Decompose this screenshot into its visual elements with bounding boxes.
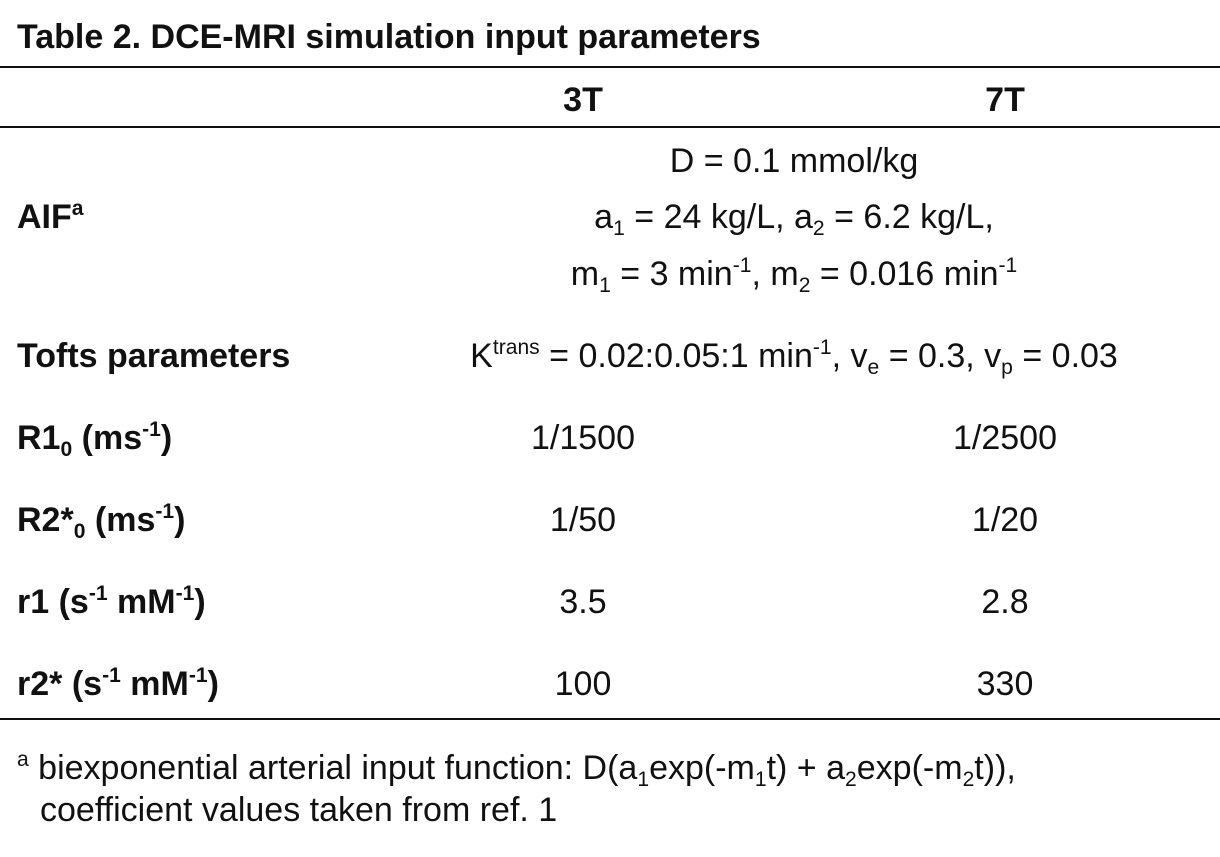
subscript: 1: [613, 217, 625, 241]
top-rule: [0, 66, 1220, 68]
cell-value: 3.5: [559, 583, 607, 621]
cell-value: 1/20: [971, 501, 1039, 539]
text-run: t) + a: [766, 749, 846, 787]
text-run: exp(-m: [856, 749, 963, 787]
subscript: 1: [754, 768, 767, 792]
column-header: 3T: [563, 81, 603, 119]
text-run: mM: [120, 665, 189, 703]
text-run: (ms: [85, 501, 156, 539]
row-label: AIFa: [17, 195, 417, 239]
subscript: 2: [812, 217, 825, 241]
shared-value: Ktrans = 0.02:0.05:1 min-1, ve = 0.3, vp…: [394, 334, 1194, 380]
text-run: r1 (s: [17, 583, 89, 621]
header-rule: [0, 126, 1220, 128]
text-run: a: [594, 198, 614, 236]
text-run: K: [470, 337, 493, 375]
text-run: = 0.02:0.05:1 min: [539, 337, 813, 375]
text-run: mM: [107, 583, 176, 621]
text-run: = 6.2 kg/L,: [824, 198, 994, 236]
text-run: R2*: [17, 501, 74, 539]
superscript: -1: [732, 253, 752, 277]
row-label: R10 (ms-1): [17, 416, 417, 462]
text-run: m: [570, 254, 600, 293]
superscript: -1: [175, 582, 195, 606]
subscript: 2: [845, 768, 857, 792]
text-run: ): [194, 583, 206, 621]
bottom-rule: [0, 718, 1220, 720]
cell-value: 1/1500: [531, 419, 635, 457]
text-run: t)),: [974, 749, 1016, 787]
shared-value: D = 0.1 mmol/kg: [394, 139, 1194, 183]
text-run: = 3 min: [610, 254, 733, 293]
superscript: -1: [88, 582, 108, 606]
text-run: (ms: [72, 419, 143, 457]
footnote: a biexponential arterial input function:…: [17, 746, 1197, 792]
footnote: coefficient values taken from ref. 1: [40, 788, 1220, 832]
superscript: -1: [188, 664, 208, 688]
superscript: -1: [102, 664, 121, 688]
subscript: 1: [637, 768, 650, 792]
cell-value: 100: [554, 665, 612, 703]
text-run: ): [207, 665, 219, 703]
subscript: 1: [599, 273, 611, 297]
text-run: = 0.03: [1012, 337, 1118, 375]
row-label: Tofts parameters: [17, 334, 417, 378]
subscript: 0: [73, 520, 86, 544]
shared-value: a1 = 24 kg/L, a2 = 6.2 kg/L,: [394, 195, 1194, 241]
superscript: -1: [998, 253, 1018, 277]
text-run: exp(-m: [649, 749, 755, 787]
superscript: a: [71, 197, 84, 221]
shared-value: m1 = 3 min-1, m2 = 0.016 min-1: [394, 252, 1194, 297]
text-run: ): [174, 501, 186, 539]
text-run: Tofts parameters: [17, 337, 291, 375]
subscript: p: [1001, 356, 1013, 380]
text-run: = 0.3, v: [879, 337, 1002, 375]
superscript: -1: [142, 418, 161, 442]
text-run: = 0.016 min: [810, 254, 999, 293]
subscript: 2: [798, 273, 811, 297]
text-run: = 24 kg/L, a: [624, 198, 813, 236]
text-run: ): [160, 419, 173, 457]
row-label: r2* (s-1 mM-1): [17, 662, 417, 706]
row-label: R2*0 (ms-1): [17, 498, 417, 544]
cell-value: 1/50: [549, 501, 617, 539]
text-run: AIF: [17, 198, 72, 236]
superscript: a: [17, 748, 29, 772]
superscript: -1: [155, 500, 175, 524]
subscript: 0: [60, 438, 73, 462]
cell-value: 1/2500: [953, 419, 1057, 457]
cell-value: 330: [976, 665, 1034, 703]
text-run: coefficient values taken from ref. 1: [40, 791, 558, 829]
text-run: r2* (s: [17, 665, 103, 703]
superscript: trans: [492, 336, 540, 360]
text-run: biexponential arterial input function: D…: [28, 749, 638, 787]
subscript: 2: [962, 768, 975, 792]
cell-value: 2.8: [981, 583, 1029, 621]
text-run: , m: [751, 254, 799, 293]
superscript: -1: [812, 336, 832, 360]
column-header: 7T: [985, 81, 1025, 119]
row-label: r1 (s-1 mM-1): [17, 580, 417, 624]
text-run: D = 0.1 mmol/kg: [669, 141, 919, 180]
table-title: Table 2. DCE-MRI simulation input parame…: [17, 18, 761, 56]
subscript: e: [867, 356, 880, 380]
text-run: R1: [17, 419, 61, 457]
text-run: , v: [831, 337, 868, 375]
